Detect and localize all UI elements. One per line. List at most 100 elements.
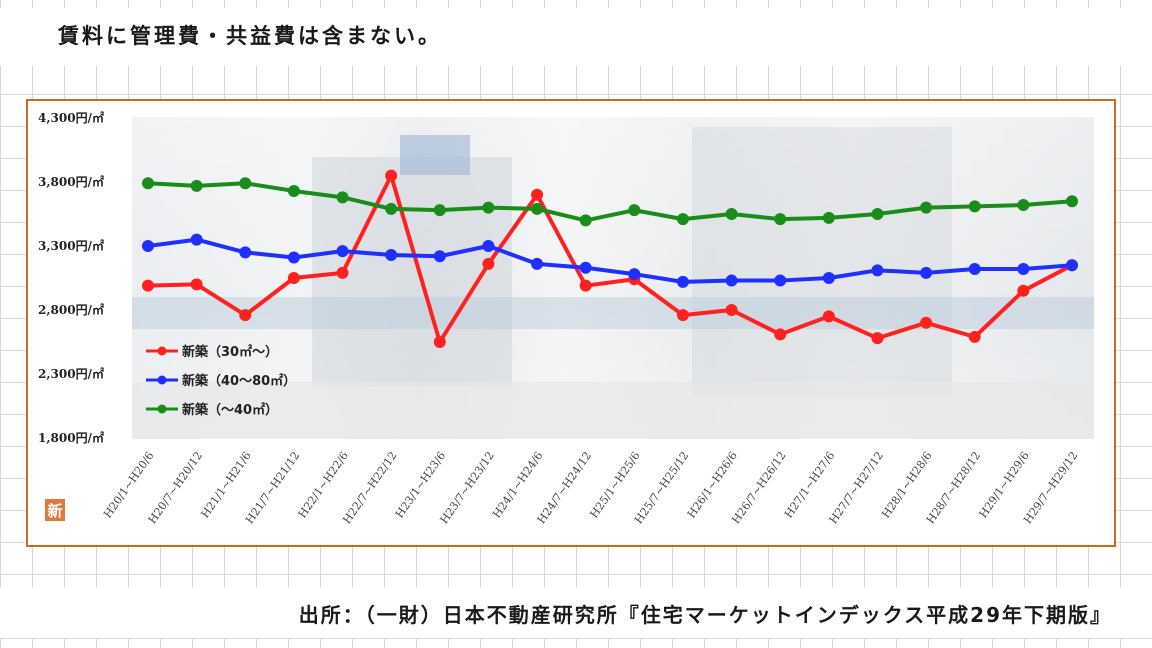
data-point: [871, 208, 884, 220]
data-point: [385, 202, 398, 215]
legend-marker: [157, 375, 167, 385]
data-point: [190, 233, 203, 246]
data-point: [531, 257, 544, 270]
x-tick-label: H28/7~H28/12: [924, 449, 983, 526]
rent-note: 賃料に管理費・共益費は含まない。: [58, 24, 442, 48]
photo-street: [132, 382, 1094, 439]
data-point: [433, 250, 446, 263]
data-point: [142, 240, 154, 252]
x-tick-label: H21/1~H21/6: [198, 449, 253, 520]
data-point: [385, 248, 398, 261]
data-point: [579, 214, 592, 227]
x-tick-label: H24/1~H24/6: [490, 449, 545, 520]
data-point: [482, 257, 495, 270]
data-point: [531, 202, 544, 215]
data-point: [336, 266, 349, 279]
data-point: [482, 201, 495, 214]
y-axis: 4,300円/㎡ 3,800円/㎡ 3,300円/㎡ 2,800円/㎡ 2,300円/㎡…: [38, 110, 104, 445]
data-point: [676, 275, 689, 288]
data-point: [287, 272, 300, 284]
series-line: [147, 173, 1073, 344]
data-point: [968, 263, 981, 276]
data-point: [676, 309, 689, 322]
data-point: [725, 274, 738, 287]
data-point: [628, 268, 641, 281]
data-point: [385, 169, 398, 182]
data-point: [725, 304, 738, 316]
note-band: [0, 8, 1152, 66]
series-lines: [142, 169, 1078, 348]
data-point: [239, 246, 252, 259]
data-point: [1017, 199, 1030, 212]
data-point: [482, 240, 495, 252]
x-tick-label: H27/1~H27/6: [782, 449, 837, 520]
legend-marker: [157, 346, 167, 356]
data-point: [531, 188, 544, 201]
y-tick-label: 4,300円/㎡: [38, 110, 104, 125]
x-tick-label: H28/1~H28/6: [879, 449, 934, 520]
x-tick-label: H25/7~H25/12: [632, 449, 691, 526]
x-tick-label: H22/1~H22/6: [296, 449, 351, 520]
data-point: [433, 336, 446, 348]
data-point: [920, 316, 933, 329]
data-point: [579, 261, 592, 274]
data-point: [968, 200, 981, 213]
x-tick-label: H20/7~H20/12: [146, 449, 205, 526]
data-point: [822, 272, 835, 284]
x-tick-label: H24/7~H24/12: [535, 449, 594, 526]
data-point: [774, 328, 787, 341]
legend-marker: [157, 404, 167, 414]
data-point: [287, 184, 300, 197]
data-point: [336, 245, 349, 258]
legend-label: 新築（30㎡～）: [182, 344, 278, 360]
data-point: [871, 332, 884, 345]
data-point: [920, 266, 933, 279]
x-tick-label: H27/7~H27/12: [827, 449, 886, 526]
data-point: [725, 208, 738, 220]
data-point: [822, 211, 835, 224]
source-band: [0, 588, 1152, 638]
data-point: [1017, 284, 1030, 297]
data-point: [239, 177, 252, 190]
data-point: [774, 213, 787, 226]
data-point: [774, 274, 787, 287]
data-point: [871, 264, 884, 277]
data-point: [920, 201, 933, 214]
x-tick-label: H21/7~H21/12: [243, 449, 302, 526]
x-tick-label: H23/1~H23/6: [393, 449, 448, 520]
data-point: [968, 330, 981, 343]
data-point: [287, 251, 300, 264]
x-tick-label: H26/1~H26/6: [685, 449, 740, 520]
data-point: [579, 279, 592, 292]
photo-sign: [400, 135, 470, 175]
source-citation: 出所：（一財）日本不動産研究所『住宅マーケットインデックス平成29年下期版』: [298, 603, 1112, 627]
data-point: [239, 309, 252, 322]
y-tick-label: 3,300円/㎡: [38, 238, 104, 253]
x-axis: H20/1~H20/6H20/7~H20/12H21/1~H21/6H21/7~…: [101, 449, 1080, 526]
photo-building-right: [692, 127, 952, 397]
new-badge-icon: 新: [45, 499, 65, 521]
y-tick-label: 2,800円/㎡: [38, 302, 104, 317]
series-line: [147, 181, 1073, 223]
series-line: [147, 237, 1073, 284]
data-point: [1066, 195, 1078, 208]
data-point: [142, 177, 154, 190]
data-point: [190, 278, 203, 291]
x-tick-label: H25/1~H25/6: [587, 449, 642, 520]
data-point: [433, 204, 446, 217]
data-point: [1017, 263, 1030, 276]
y-tick-label: 2,300円/㎡: [38, 366, 104, 381]
x-tick-label: H26/7~H26/12: [729, 449, 788, 526]
y-tick-label: 1,800円/㎡: [38, 430, 104, 445]
y-tick-label: 3,800円/㎡: [38, 174, 104, 189]
x-tick-label: H29/1~H29/6: [977, 449, 1032, 520]
data-point: [142, 279, 154, 292]
data-point: [1066, 259, 1078, 272]
x-tick-label: H22/7~H22/12: [340, 449, 399, 526]
data-point: [628, 204, 641, 217]
data-point: [336, 191, 349, 204]
x-tick-label: H23/7~H23/12: [438, 449, 497, 526]
data-point: [822, 310, 835, 323]
data-point: [190, 179, 203, 192]
